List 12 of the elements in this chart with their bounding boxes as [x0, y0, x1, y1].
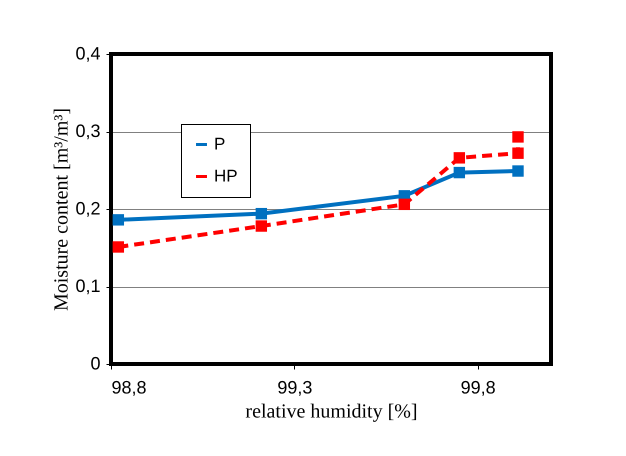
y-tick-label: 0,3 [75, 121, 100, 141]
y-tick-label: 0,1 [75, 276, 100, 296]
x-tick-label: 99,8 [460, 378, 496, 398]
legend-label: P [214, 134, 226, 154]
y-axis-title: Moisture content [m³/m³] [50, 108, 72, 312]
x-axis-title: relative humidity [%] [245, 400, 418, 422]
legend-label: HP [214, 166, 238, 186]
x-tick-label: 98,8 [112, 378, 147, 398]
y-tick-label: 0,2 [75, 198, 100, 218]
y-tick-label: 0 [90, 354, 100, 374]
y-tick-label: 0,4 [75, 44, 100, 64]
x-tick-label: 99,3 [277, 378, 312, 398]
